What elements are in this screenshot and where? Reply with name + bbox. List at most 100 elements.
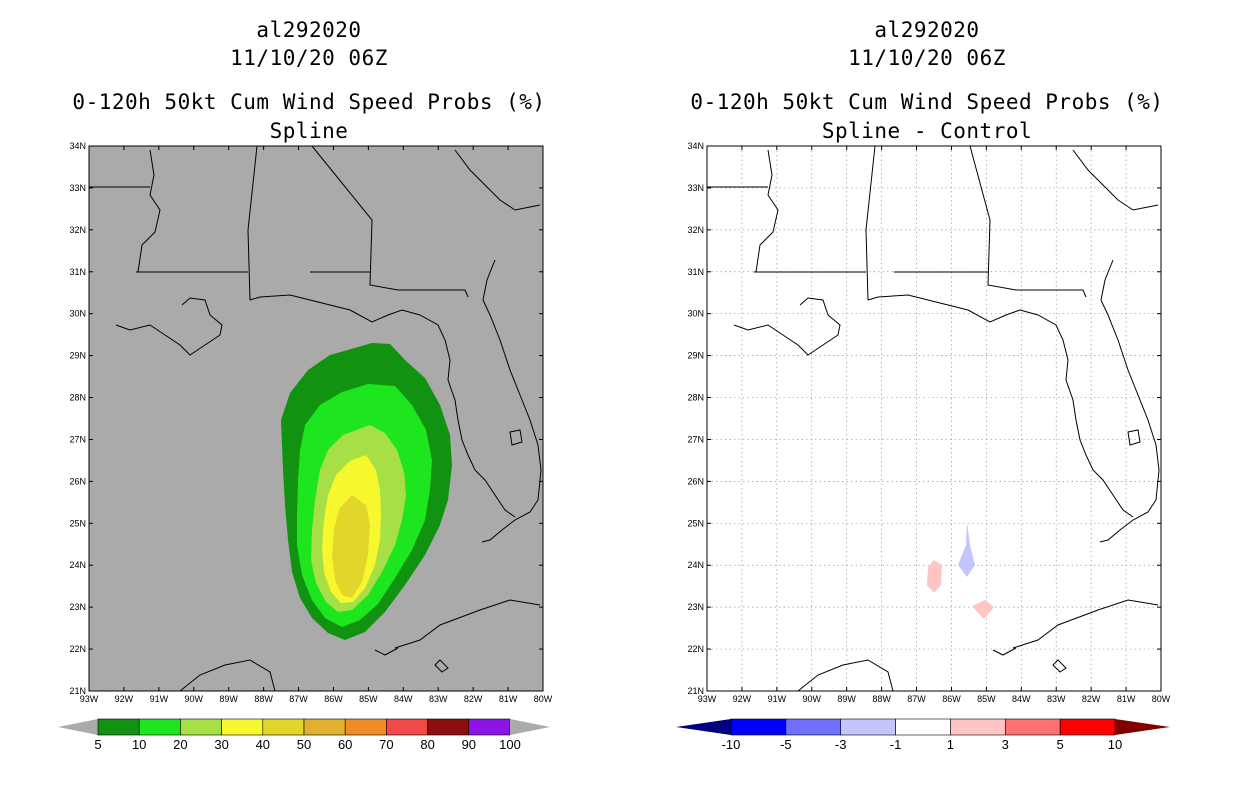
colorbar-label: 40 [256,737,270,752]
lon-label: 86W [324,694,343,704]
colorbar-label: 50 [297,737,311,752]
colorbar-label: 100 [499,737,521,752]
lat-label: 24N [687,560,704,570]
colorbar-label: -3 [835,737,847,752]
axis-ticks [88,145,544,692]
lat-label: 23N [687,602,704,612]
datetime-title: 11/10/20 06Z [848,46,1006,70]
product-title: 0-120h 50kt Cum Wind Speed Probs (%) [690,90,1164,114]
lon-label: 87W [907,694,926,704]
colorbar-label: -10 [722,737,741,752]
lon-label: 85W [359,694,378,704]
product-title: 0-120h 50kt Cum Wind Speed Probs (%) [72,90,546,114]
colorbar-label: -5 [780,737,792,752]
map-background [707,146,1161,691]
lat-label: 30N [687,309,704,319]
lat-label: 31N [69,267,86,277]
lon-label: 89W [837,694,856,704]
lon-label: 93W [698,694,717,704]
lon-label: 84W [394,694,413,704]
colorbar-label: 20 [173,737,187,752]
colorbar: -10 -5 -3 -1 1 3 5 10 [676,718,1170,752]
product-subtitle: Spline [269,119,349,143]
colorbar-swatch [138,718,181,736]
lon-label: 91W [768,694,787,704]
lon-label: 88W [254,694,273,704]
lat-label: 34N [687,141,704,151]
positive-difference-area [927,560,942,593]
lon-label: 81W [499,694,518,704]
lon-label: 82W [464,694,483,704]
lat-label: 28N [69,393,86,403]
lon-label: 82W [1082,694,1101,704]
colorbar-swatch [1004,718,1061,736]
colorbar-label: 70 [379,737,393,752]
colorbar-label: 10 [132,737,146,752]
colorbar: 5 10 20 30 40 50 60 70 80 90 100 [58,718,550,752]
coastlines [707,145,1160,692]
lon-label: 84W [1012,694,1031,704]
colorbar-label: 5 [1057,737,1064,752]
lat-label: 32N [69,225,86,235]
lon-label: 80W [1152,694,1171,704]
lat-label: 25N [69,518,86,528]
colorbar-swatch [1059,718,1116,736]
colorbar-swatch [730,718,787,736]
lat-label: 26N [687,476,704,486]
lon-label: 92W [115,694,134,704]
negative-difference-area [958,522,975,577]
colorbar-swatch [180,718,222,736]
colorbar-high-arrow [510,719,550,735]
latitude-labels: 34N 33N 32N 31N 30N 29N 28N 27N 26N 25N 24N 23N 22N 2… [69,141,86,696]
colorbar-label: 5 [94,737,101,752]
difference-map: 34N 33N 32N 31N 30N 29N 28N 27N 26N 25N 24N 23N 22N 2… [676,141,1171,752]
lat-label: 27N [687,434,704,444]
colorbar-swatch [785,718,842,736]
colorbar-label: 3 [1002,737,1009,752]
lat-label: 26N [69,476,86,486]
colorbar-swatch [386,718,428,736]
lat-label: 34N [69,141,86,151]
lat-label: 24N [69,560,86,570]
lon-label: 89W [219,694,238,704]
lat-label: 29N [69,351,86,361]
axis-ticks [706,145,1162,692]
colorbar-label: 60 [338,737,352,752]
lon-label: 86W [942,694,961,704]
lat-label: 27N [69,434,86,444]
colorbar-label: 30 [214,737,228,752]
colorbar-swatch [840,718,896,736]
colorbar-label: 90 [462,737,476,752]
colorbar-label: 1 [947,737,954,752]
probability-contours [281,343,452,640]
colorbar-swatch [427,718,470,736]
lat-label: 21N [69,686,86,696]
lat-label: 31N [687,267,704,277]
colorbar-swatch [344,718,387,736]
lon-label: 85W [977,694,996,704]
lat-label: 28N [687,393,704,403]
probability-map: 34N 33N 32N 31N 30N 29N 28N 27N 26N 25N 24N 23N 22N 2… [58,141,553,752]
lon-label: 93W [80,694,99,704]
lon-label: 91W [150,694,169,704]
colorbar-swatch [950,718,1006,736]
map-frame [88,145,544,692]
right-panel: al292020 11/10/20 06Z 0-120h 50kt Cum Wi… [618,0,1236,800]
product-subtitle: Spline - Control [821,119,1033,143]
colorbar-label: -1 [890,737,902,752]
datetime-title: 11/10/20 06Z [230,46,388,70]
map-frame [706,145,1162,692]
lat-label: 29N [687,351,704,361]
colorbar-low-arrow [676,719,731,735]
lon-label: 87W [289,694,308,704]
colorbar-swatch [303,718,346,736]
lat-label: 33N [69,183,86,193]
positive-difference-area [972,600,994,619]
lat-label: 33N [687,183,704,193]
lat-label: 22N [69,644,86,654]
storm-id-title: al292020 [874,18,980,42]
lat-label: 21N [687,686,704,696]
colorbar-swatch [895,718,951,736]
lon-label: 90W [185,694,204,704]
colorbar-high-arrow [1115,719,1170,735]
